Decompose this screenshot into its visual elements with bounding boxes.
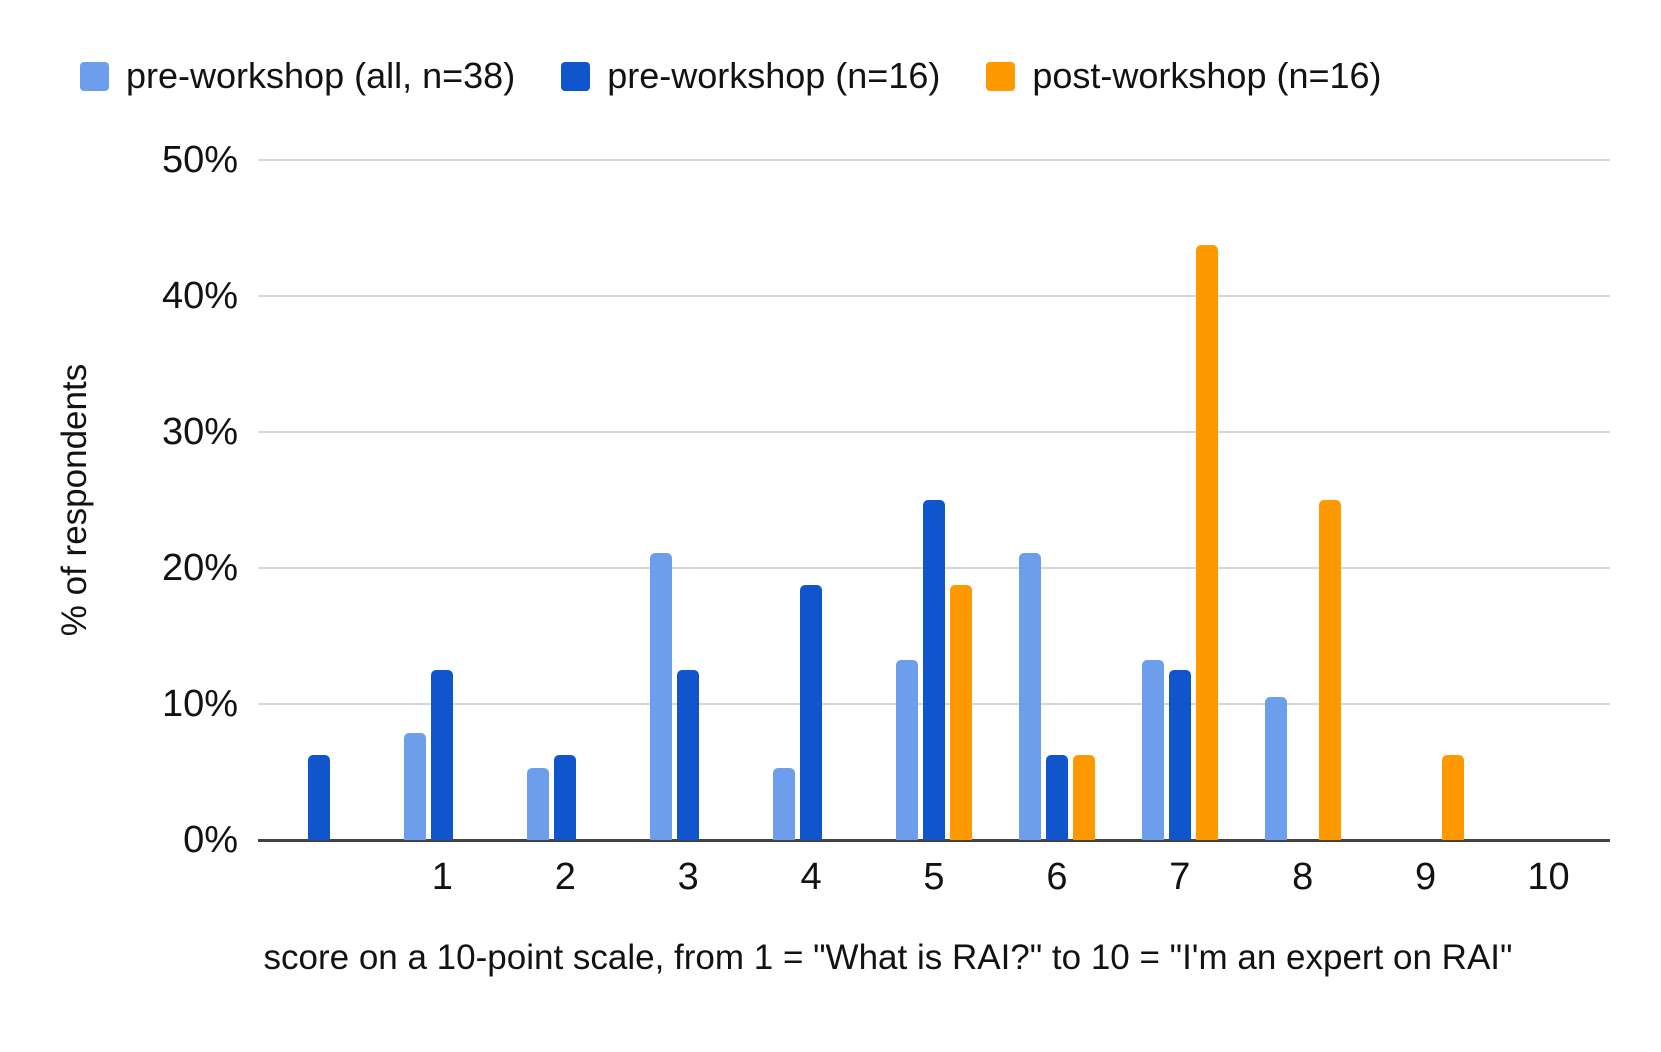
bar-group-9 bbox=[1364, 160, 1487, 840]
y-tick-label-50%: 50% bbox=[161, 139, 238, 181]
bar-pre-workshop-16-score-blank bbox=[308, 755, 331, 840]
x-tick-labels: 1 2 3 4 5 6 7 8 9 10 bbox=[258, 854, 1610, 900]
gridline-30 bbox=[258, 431, 1610, 433]
y-tick-label-40%: 40% bbox=[161, 275, 238, 317]
x-tick-label-5: 5 bbox=[923, 856, 945, 898]
bar-pre-workshop-16-score-1 bbox=[431, 670, 454, 840]
bar-group-blank bbox=[258, 160, 381, 840]
bar-group-10 bbox=[1487, 160, 1610, 840]
bar-group-5 bbox=[873, 160, 996, 840]
plot-area bbox=[258, 159, 1610, 842]
bar-group-3 bbox=[627, 160, 750, 840]
legend-item-pre-workshop-16: pre-workshop (n=16) bbox=[561, 56, 940, 96]
legend-swatch-post-workshop-16 bbox=[986, 61, 1016, 91]
bar-pre-workshop-all-score-3 bbox=[650, 553, 673, 840]
x-tick-label-1: 1 bbox=[431, 856, 453, 898]
x-tick-label-7: 7 bbox=[1169, 856, 1191, 898]
x-tick-label-3: 3 bbox=[677, 856, 699, 898]
bar-pre-workshop-all-score-7 bbox=[1141, 660, 1164, 840]
x-tick-label-4: 4 bbox=[800, 856, 822, 898]
bar-pre-workshop-16-score-4 bbox=[800, 585, 823, 840]
x-tick-label-6: 6 bbox=[1046, 856, 1068, 898]
bar-pre-workshop-all-score-1 bbox=[404, 732, 427, 840]
bar-group-2 bbox=[504, 160, 627, 840]
legend: pre-workshop (all, n=38) pre-workshop (n… bbox=[80, 56, 1382, 96]
legend-item-post-workshop-16: post-workshop (n=16) bbox=[986, 55, 1382, 96]
bar-pre-workshop-16-score-2 bbox=[554, 755, 577, 840]
legend-item-pre-workshop-all: pre-workshop (all, n=38) bbox=[80, 56, 515, 96]
bar-pre-workshop-16-score-3 bbox=[677, 670, 700, 840]
x-tick-label-10: 10 bbox=[1527, 856, 1570, 898]
bar-pre-workshop-16-score-7 bbox=[1168, 670, 1191, 840]
y-tick-label-20%: 20% bbox=[161, 547, 238, 589]
bar-group-8 bbox=[1241, 160, 1364, 840]
bar-pre-workshop-all-score-6 bbox=[1018, 553, 1041, 840]
legend-swatch-pre-workshop-all bbox=[80, 61, 109, 91]
gridline-40 bbox=[258, 295, 1610, 297]
bar-post-workshop-16-score-8 bbox=[1318, 500, 1341, 840]
x-tick-label-2: 2 bbox=[554, 856, 576, 898]
bar-group-6 bbox=[995, 160, 1118, 840]
bar-pre-workshop-all-score-8 bbox=[1264, 697, 1287, 840]
x-tick-label-9: 9 bbox=[1415, 856, 1437, 898]
bar-post-workshop-16-score-7 bbox=[1195, 245, 1218, 840]
gridline-50 bbox=[258, 159, 1610, 161]
bar-group-4 bbox=[750, 160, 873, 840]
legend-label-pre-workshop-16: pre-workshop (n=16) bbox=[607, 55, 941, 96]
x-axis-title: score on a 10-point scale, from 1 = "Wha… bbox=[263, 938, 1513, 977]
x-axis-line bbox=[258, 839, 1610, 842]
bar-groups bbox=[258, 160, 1610, 840]
bar-group-1 bbox=[381, 160, 504, 840]
y-axis-title: % of respondents bbox=[55, 363, 94, 637]
bar-post-workshop-16-score-9 bbox=[1441, 755, 1464, 840]
y-tick-label-30%: 30% bbox=[161, 411, 238, 453]
legend-swatch-pre-workshop-16 bbox=[561, 61, 591, 91]
x-tick-label-8: 8 bbox=[1292, 856, 1314, 898]
bar-post-workshop-16-score-5 bbox=[949, 585, 972, 840]
legend-label-post-workshop-16: post-workshop (n=16) bbox=[1032, 55, 1382, 96]
bar-pre-workshop-all-score-5 bbox=[895, 660, 918, 840]
bar-pre-workshop-16-score-6 bbox=[1045, 755, 1068, 840]
bar-pre-workshop-all-score-2 bbox=[527, 767, 550, 840]
y-tick-label-10%: 10% bbox=[161, 683, 238, 725]
y-tick-label-0%: 0% bbox=[183, 819, 238, 861]
bar-pre-workshop-16-score-5 bbox=[922, 500, 945, 840]
x-tick-label-blank bbox=[258, 854, 381, 900]
legend-label-pre-workshop-all: pre-workshop (all, n=38) bbox=[126, 55, 516, 96]
bar-post-workshop-16-score-6 bbox=[1072, 755, 1095, 840]
bar-pre-workshop-all-score-4 bbox=[773, 767, 796, 840]
bar-group-7 bbox=[1118, 160, 1241, 840]
